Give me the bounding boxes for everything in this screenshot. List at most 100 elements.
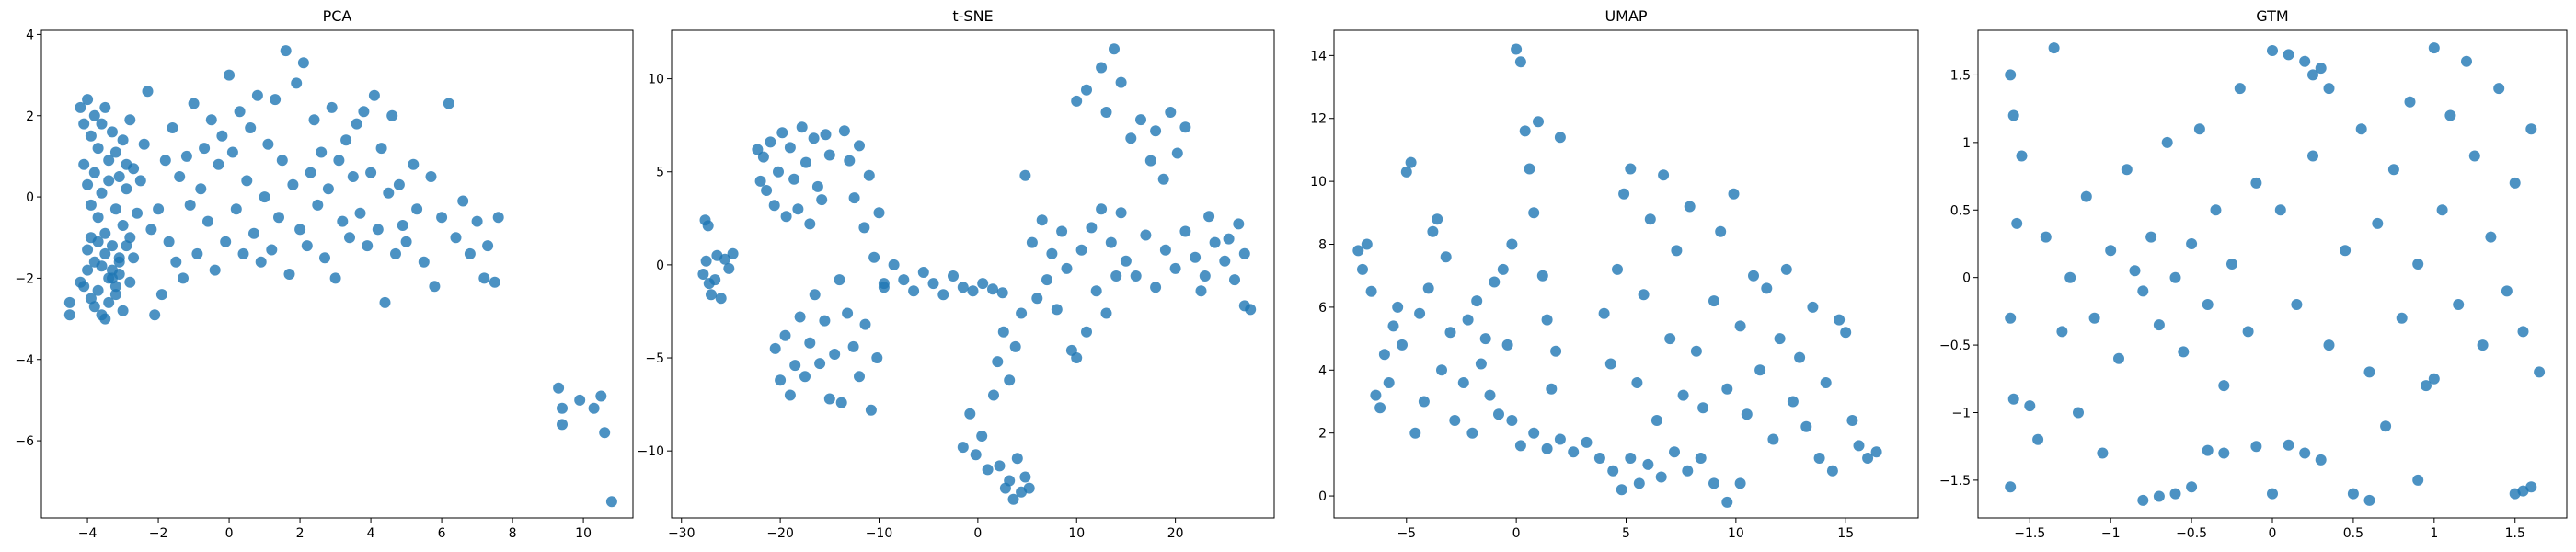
scatter-point	[436, 212, 448, 224]
scatter-point	[294, 224, 306, 236]
scatter-point	[842, 307, 854, 319]
x-tick-label: 8	[509, 526, 517, 541]
scatter-point	[492, 212, 504, 224]
scatter-point	[337, 215, 349, 227]
scatter-point	[96, 187, 108, 199]
scatter-point	[78, 118, 90, 130]
scatter-point	[386, 109, 398, 121]
x-tick-label: 0	[1512, 526, 1521, 541]
scatter-point	[1475, 358, 1487, 370]
scatter-point	[134, 175, 146, 187]
scatter-point	[88, 109, 100, 121]
plot-gtm: GTM −1.5 −1 −0.5 0 0.5 1 1.5 −1.5 −1 −0.5 0 0.5 1 1.5	[1939, 7, 2568, 541]
scatter-point	[347, 171, 359, 182]
scatter-point	[557, 402, 568, 414]
scatter-point	[2372, 217, 2384, 229]
scatter-point	[1607, 465, 1619, 477]
scatter-point	[1862, 453, 1874, 464]
scatter-point	[2315, 63, 2327, 75]
scatter-point	[2250, 177, 2262, 189]
scatter-point	[1554, 132, 1566, 144]
scatter-point	[1644, 213, 1656, 225]
scatter-point	[1690, 345, 1702, 357]
scatter-point	[1061, 262, 1073, 274]
scatter-point	[1787, 396, 1799, 408]
scatter-point	[202, 215, 213, 227]
scatter-point	[2340, 245, 2352, 257]
scatter-point	[1462, 314, 1474, 326]
scatter-point	[917, 267, 929, 278]
scatter-point	[2299, 55, 2311, 67]
scatter-point	[109, 289, 121, 301]
scatter-point	[63, 309, 75, 321]
scatter-point	[878, 282, 890, 293]
scatter-point	[113, 171, 125, 182]
scatter-point	[1004, 374, 1016, 386]
scatter-point	[1625, 453, 1637, 464]
scatter-point	[1506, 238, 1518, 250]
x-tick-label: 10	[1068, 526, 1085, 541]
scatter-point	[1511, 43, 1523, 55]
scatter-point	[471, 215, 483, 227]
scatter-point	[333, 155, 345, 167]
scatter-point	[209, 264, 221, 276]
scatter-point	[1357, 263, 1368, 275]
scatter-points	[63, 45, 617, 508]
x-tick-label: 2	[296, 526, 305, 541]
y-tick-label: 0	[656, 259, 664, 273]
scatter-point	[78, 281, 90, 293]
scatter-point	[368, 89, 380, 101]
scatter-point	[329, 272, 341, 284]
scatter-point	[2468, 150, 2480, 162]
scatter-point	[103, 155, 115, 167]
scatter-point	[967, 285, 979, 297]
scatter-point	[820, 129, 832, 141]
scatter-point	[794, 311, 806, 323]
scatter-point	[85, 130, 97, 142]
scatter-point	[1071, 95, 1083, 107]
scatter-point	[2105, 245, 2117, 257]
scatter-point	[230, 203, 242, 215]
scatter-point	[1554, 433, 1566, 445]
scatter-point	[2226, 259, 2237, 270]
scatter-point	[988, 389, 999, 401]
scatter-point	[2283, 439, 2294, 451]
scatter-point	[1115, 207, 1127, 219]
scatter-point	[2509, 177, 2521, 189]
scatter-point	[1110, 270, 1122, 282]
scatter-point	[1669, 446, 1680, 458]
scatter-point	[957, 442, 969, 454]
scatter-point	[1203, 211, 1215, 223]
scatter-point	[199, 143, 211, 155]
scatter-point	[128, 163, 140, 175]
scatter-point	[796, 121, 808, 133]
scatter-point	[280, 45, 292, 57]
scatter-point	[2202, 444, 2214, 456]
scatter-point	[898, 274, 910, 286]
scatter-point	[1157, 173, 1169, 185]
scatter-point	[1105, 236, 1117, 248]
scatter-point	[1741, 408, 1753, 420]
scatter-point	[2242, 326, 2254, 338]
scatter-point	[1761, 282, 1773, 294]
scatter-point	[811, 180, 823, 192]
scatter-point	[124, 114, 136, 126]
y-tick-label: 1	[1962, 136, 1971, 151]
x-tick-label: 6	[438, 526, 446, 541]
scatter-point	[992, 356, 1004, 368]
scatter-point	[768, 200, 780, 212]
scatter-point	[121, 240, 132, 252]
scatter-point	[2315, 454, 2327, 466]
scatter-point	[103, 175, 115, 187]
scatter-point	[2428, 373, 2440, 385]
scatter-point	[326, 101, 338, 113]
scatter-point	[1179, 121, 1191, 133]
scatter-point	[408, 158, 420, 170]
scatter-point	[834, 274, 845, 286]
scatter-point	[765, 136, 776, 148]
scatter-point	[2267, 488, 2278, 500]
scatter-point	[2477, 339, 2489, 351]
scatter-point	[1528, 427, 1540, 439]
y-tick-label: −10	[637, 444, 664, 459]
